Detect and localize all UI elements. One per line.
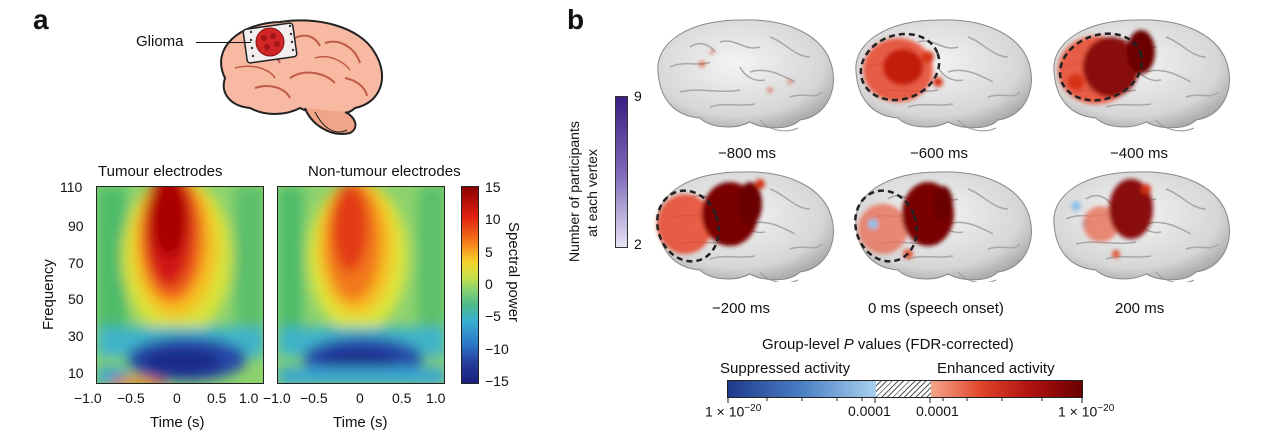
pvalue-title-italic: P (843, 336, 854, 353)
y-tick: 50 (68, 291, 84, 307)
brain-200-ms (1053, 171, 1231, 282)
scale-right-label: 1 × 10−20 (1058, 403, 1114, 420)
brain-illustration (220, 19, 384, 135)
x-tick: 1.0 (239, 390, 259, 406)
participants-min: 2 (634, 236, 642, 252)
y-tick: 10 (68, 365, 84, 381)
brain-minus-600 (855, 19, 1033, 132)
colorbar-tick: −5 (485, 308, 501, 324)
scale-mid-right-label: 0.0001 (916, 403, 959, 419)
scale-left-label: 1 × 10−20 (705, 403, 761, 420)
participants-label-line1: Number of participants (566, 121, 582, 262)
glioma-pointer-line (196, 42, 251, 43)
suppressed-gradient (728, 381, 876, 397)
panel-a-letter: a (33, 4, 49, 35)
x-tick: 1.0 (426, 390, 446, 406)
colorbar-tick: −10 (485, 341, 509, 357)
brain-minus-400 (1053, 19, 1231, 132)
suppressed-label: Suppressed activity (720, 360, 851, 377)
participants-max: 9 (634, 88, 642, 104)
spectral-colorbar (461, 186, 479, 384)
brain-minus-800 (657, 19, 835, 132)
pvalue-title: Group-level P values (FDR-corrected) (762, 336, 1014, 353)
participants-colorbar (615, 96, 628, 248)
time-label-200: 200 ms (1115, 300, 1165, 317)
time-label-zero: 0 ms (speech onset) (868, 300, 1004, 317)
x-tick: −0.5 (117, 390, 145, 406)
time-label-minus-800: −800 ms (718, 145, 776, 162)
x-tick: −0.5 (300, 390, 328, 406)
x-tick: 0.5 (207, 390, 227, 406)
colorbar-label: Spectral power (505, 222, 522, 323)
non-tumour-title: Non-tumour electrodes (308, 163, 461, 180)
x-tick: −1.0 (74, 390, 102, 406)
pvalue-colorbar (727, 380, 1083, 398)
time-label-minus-200: −200 ms (712, 300, 770, 317)
participants-label-line2: at each vertex (584, 149, 600, 237)
brain-maps-grid (655, 19, 1231, 282)
y-tick: 110 (60, 179, 83, 195)
time-label-minus-400: −400 ms (1110, 145, 1168, 162)
enhanced-gradient (931, 381, 1082, 397)
x-tick: 0 (356, 390, 364, 406)
panel-b-letter: b (567, 4, 585, 35)
colorbar-tick: 5 (485, 244, 493, 260)
glioma-label: Glioma (136, 33, 184, 50)
non-tumour-heatmap (277, 186, 445, 384)
colorbar-tick: 10 (485, 211, 501, 227)
time-label-minus-600: −600 ms (910, 145, 968, 162)
colorbar-tick: 15 (485, 179, 501, 195)
y-tick: 90 (68, 218, 84, 234)
enhanced-label: Enhanced activity (937, 360, 1055, 377)
brain-zero-ms (853, 171, 1033, 282)
x-axis-label-left: Time (s) (150, 414, 205, 431)
nonsignificant-hatch (876, 381, 931, 397)
x-tick: 0 (173, 390, 181, 406)
scale-right-base: 1 × 10 (1058, 403, 1098, 420)
tumour-heatmap (96, 186, 264, 384)
scale-mid-left-label: 0.0001 (848, 403, 891, 419)
x-tick: −1.0 (263, 390, 291, 406)
x-tick: 0.5 (392, 390, 412, 406)
colorbar-tick: −15 (485, 373, 509, 389)
frequency-axis-label: Frequency (40, 259, 57, 330)
x-axis-label-right: Time (s) (333, 414, 388, 431)
pvalue-tick-marks (727, 398, 1083, 403)
pvalue-title-post: values (FDR-corrected) (853, 336, 1014, 353)
colorbar-tick: 0 (485, 276, 493, 292)
y-tick: 70 (68, 255, 84, 271)
y-tick: 30 (68, 328, 84, 344)
scale-left-base: 1 × 10 (705, 403, 745, 420)
tumour-title: Tumour electrodes (98, 163, 223, 180)
scale-right-exp: −20 (1097, 403, 1115, 414)
scale-left-exp: −20 (744, 403, 762, 414)
pvalue-title-pre: Group-level (762, 336, 844, 353)
brain-minus-200 (655, 171, 835, 282)
